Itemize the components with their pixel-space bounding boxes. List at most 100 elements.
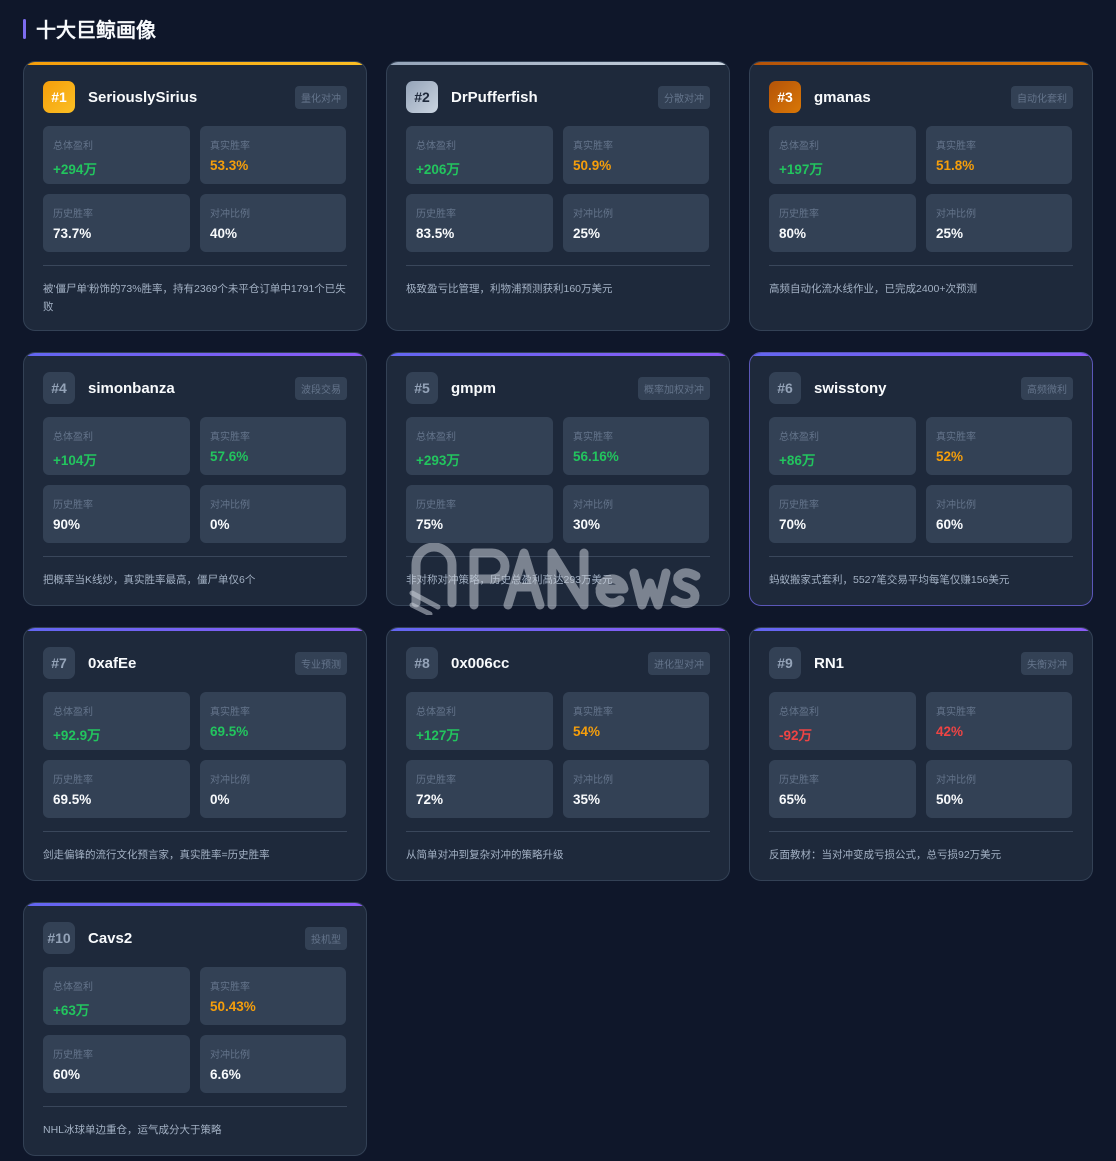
whale-name: simonbanza [88,379,175,397]
stat-profit: 总体盈利 +293万 [406,417,553,475]
stats-grid: 总体盈利 +197万 真实胜率 51.8% 历史胜率 80% 对冲比例 25% [769,126,1073,252]
divider [406,831,710,832]
card-header: #4 simonbanza 波段交易 [43,372,347,404]
stat-hist-win: 历史胜率 75% [406,485,553,543]
whale-card[interactable]: #1 SeriouslySirius 量化对冲 总体盈利 +294万 真实胜率 … [23,61,367,331]
stat-real-win: 真实胜率 51.8% [926,126,1072,184]
whale-card[interactable]: #2 DrPufferfish 分散对冲 总体盈利 +206万 真实胜率 50.… [386,61,730,331]
stat-value: 90% [53,517,81,532]
stat-value: 50.43% [210,999,256,1014]
divider [406,556,710,557]
stat-label: 总体盈利 [53,982,93,993]
stat-value: 35% [573,792,601,807]
card-header: #3 gmanas 自动化套利 [769,81,1073,113]
stat-hedge: 对冲比例 25% [563,194,709,252]
stat-value: 83.5% [416,226,455,241]
stat-value: 57.6% [210,449,249,464]
stat-label: 历史胜率 [416,500,456,511]
stat-label: 历史胜率 [779,775,819,786]
card-accent-line [24,628,366,631]
card-header: #7 0xafEe 专业预测 [43,647,347,679]
stat-value: +92.9万 [53,728,101,743]
stat-value: 40% [210,226,238,241]
whale-card[interactable]: #6 swisstony 高频微利 总体盈利 +86万 真实胜率 52% 历史胜… [749,352,1093,606]
rank-badge: #4 [43,372,75,404]
stats-grid: 总体盈利 +104万 真实胜率 57.6% 历史胜率 90% 对冲比例 0% [43,417,347,543]
stat-hedge: 对冲比例 60% [926,485,1072,543]
card-header: #6 swisstony 高频微利 [769,372,1073,404]
whale-card[interactable]: #9 RN1 失衡对冲 总体盈利 -92万 真实胜率 42% 历史胜率 65% … [749,627,1093,881]
whale-name: SeriouslySirius [88,88,198,106]
card-accent-line [750,353,1092,356]
whale-name: gmanas [814,88,871,106]
stat-value: 52% [936,449,964,464]
stat-label: 历史胜率 [779,209,819,220]
card-description: 被'僵尸单'粉饰的73%胜率，持有2369个未平仓订单中1791个已失败 [43,283,346,313]
strategy-tag: 概率加权对冲 [638,376,710,400]
whale-name: swisstony [814,379,887,397]
strategy-tag: 波段交易 [295,376,347,400]
stat-value: 6.6% [210,1067,241,1082]
strategy-tag: 投机型 [305,926,347,950]
stats-grid: 总体盈利 +127万 真实胜率 54% 历史胜率 72% 对冲比例 35% [406,692,710,818]
whale-name: gmpm [451,379,496,397]
stat-value: 54% [573,724,601,739]
stat-hist-win: 历史胜率 65% [769,760,916,818]
strategy-tag: 量化对冲 [295,85,347,109]
stat-value: +86万 [779,453,816,468]
whale-card[interactable]: #10 Cavs2 投机型 总体盈利 +63万 真实胜率 50.43% 历史胜率… [23,902,367,1156]
stat-label: 总体盈利 [416,707,456,718]
card-accent-line [750,62,1092,65]
stat-hedge: 对冲比例 0% [200,760,346,818]
card-accent-line [387,628,729,631]
stat-value: +294万 [53,162,97,177]
stat-value: 50.9% [573,158,612,173]
divider [43,556,347,557]
stat-label: 真实胜率 [210,141,250,152]
stat-real-win: 真实胜率 42% [926,692,1072,750]
stat-hedge: 对冲比例 6.6% [200,1035,346,1093]
stat-label: 对冲比例 [573,209,613,220]
divider [43,831,347,832]
stat-label: 历史胜率 [416,209,456,220]
whale-card[interactable]: #7 0xafEe 专业预测 总体盈利 +92.9万 真实胜率 69.5% 历史… [23,627,367,881]
stat-value: +104万 [53,453,97,468]
rank-badge: #1 [43,81,75,113]
stat-real-win: 真实胜率 56.16% [563,417,709,475]
stat-value: 69.5% [210,724,249,739]
stat-hist-win: 历史胜率 60% [43,1035,190,1093]
stat-label: 真实胜率 [210,982,250,993]
stat-label: 对冲比例 [573,500,613,511]
whale-card[interactable]: #3 gmanas 自动化套利 总体盈利 +197万 真实胜率 51.8% 历史… [749,61,1093,331]
whale-name: 0xafEe [88,654,137,672]
stat-label: 总体盈利 [416,432,456,443]
card-description: 把概率当K线炒，真实胜率最高，僵尸单仅6个 [43,574,256,586]
stats-grid: 总体盈利 +92.9万 真实胜率 69.5% 历史胜率 69.5% 对冲比例 0… [43,692,347,818]
stat-hedge: 对冲比例 40% [200,194,346,252]
stat-label: 总体盈利 [53,141,93,152]
stat-label: 历史胜率 [53,500,93,511]
stat-profit: 总体盈利 +104万 [43,417,190,475]
stat-hist-win: 历史胜率 90% [43,485,190,543]
whale-card[interactable]: #4 simonbanza 波段交易 总体盈利 +104万 真实胜率 57.6%… [23,352,367,606]
whale-card[interactable]: #5 gmpm 概率加权对冲 总体盈利 +293万 真实胜率 56.16% 历史… [386,352,730,606]
stat-value: 50% [936,792,964,807]
stat-label: 对冲比例 [936,500,976,511]
stat-value: 73.7% [53,226,92,241]
whale-card[interactable]: #8 0x006cc 进化型对冲 总体盈利 +127万 真实胜率 54% 历史胜… [386,627,730,881]
stat-real-win: 真实胜率 69.5% [200,692,346,750]
card-description: 高频自动化流水线作业，已完成2400+次预测 [769,283,977,295]
stat-label: 真实胜率 [936,432,976,443]
whale-name: DrPufferfish [451,88,538,106]
card-description: NHL冰球单边重仓，运气成分大于策略 [43,1124,222,1136]
accent-bar [23,18,26,39]
stat-value: 25% [573,226,601,241]
stat-label: 总体盈利 [779,707,819,718]
stat-value: 30% [573,517,601,532]
stat-label: 对冲比例 [210,775,250,786]
card-description: 极致盈亏比管理，利物浦预测获利160万美元 [406,283,613,295]
stat-hist-win: 历史胜率 72% [406,760,553,818]
stat-value: 53.3% [210,158,249,173]
stat-label: 历史胜率 [53,209,93,220]
stats-grid: 总体盈利 -92万 真实胜率 42% 历史胜率 65% 对冲比例 50% [769,692,1073,818]
